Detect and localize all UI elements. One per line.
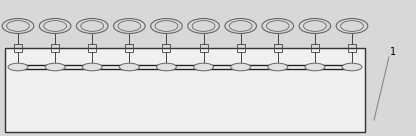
Ellipse shape: [336, 18, 368, 33]
Ellipse shape: [155, 21, 178, 31]
Ellipse shape: [192, 21, 215, 31]
Ellipse shape: [114, 18, 145, 33]
Ellipse shape: [118, 21, 141, 31]
Ellipse shape: [225, 18, 257, 33]
Ellipse shape: [193, 63, 213, 71]
Ellipse shape: [299, 18, 331, 33]
Ellipse shape: [262, 18, 294, 33]
Bar: [5, 48, 365, 132]
Ellipse shape: [8, 63, 28, 71]
Ellipse shape: [82, 63, 102, 71]
Ellipse shape: [266, 21, 289, 31]
Ellipse shape: [7, 21, 30, 31]
Ellipse shape: [77, 18, 108, 33]
Ellipse shape: [268, 63, 288, 71]
Ellipse shape: [305, 63, 325, 71]
Ellipse shape: [304, 21, 326, 31]
Text: 1: 1: [390, 47, 396, 57]
Ellipse shape: [229, 21, 252, 31]
Ellipse shape: [45, 63, 65, 71]
Ellipse shape: [188, 18, 219, 33]
Ellipse shape: [341, 21, 364, 31]
Ellipse shape: [39, 18, 71, 33]
Ellipse shape: [231, 63, 251, 71]
Ellipse shape: [2, 18, 34, 33]
Ellipse shape: [151, 18, 182, 33]
Ellipse shape: [156, 63, 176, 71]
Ellipse shape: [44, 21, 67, 31]
Ellipse shape: [342, 63, 362, 71]
Ellipse shape: [119, 63, 139, 71]
Ellipse shape: [81, 21, 104, 31]
